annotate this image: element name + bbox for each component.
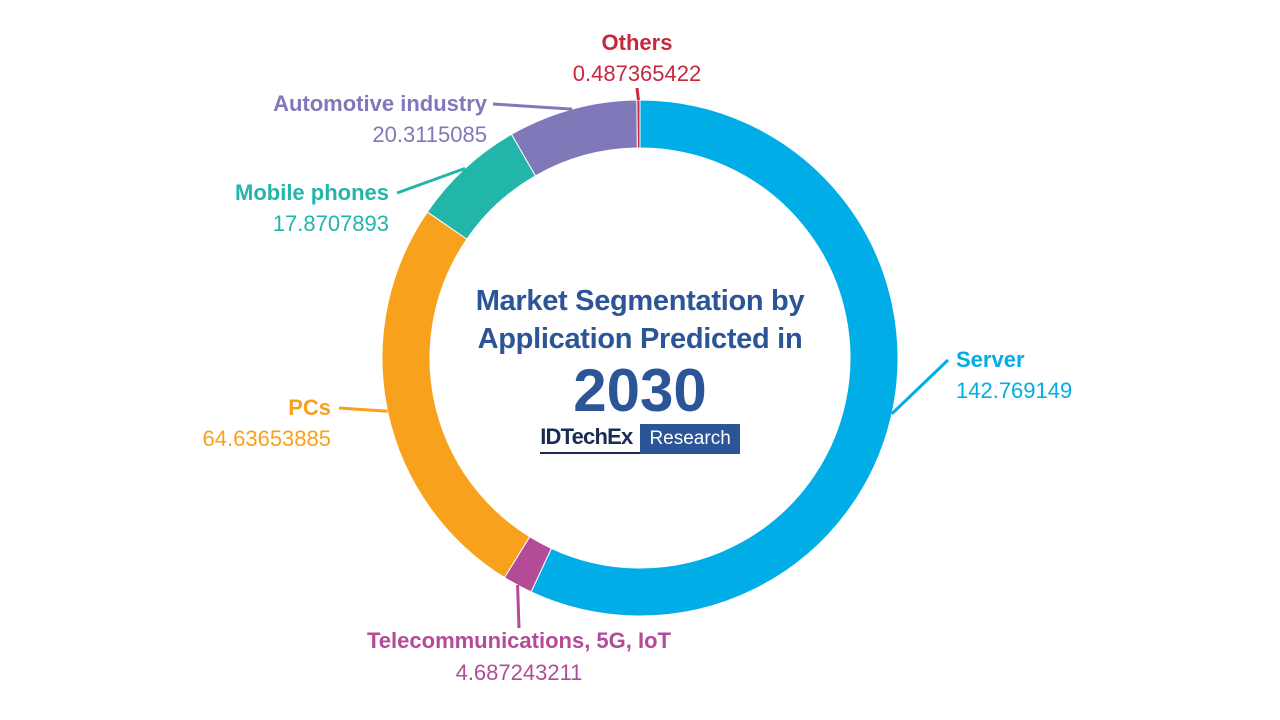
chart-title-year: 2030 bbox=[573, 357, 707, 424]
leader-line-pcs bbox=[338, 406, 388, 413]
slice-server bbox=[530, 99, 899, 617]
leader-line-automotive-industry bbox=[492, 102, 573, 111]
logo-research-text: Research bbox=[640, 424, 740, 454]
slice-automotive-industry bbox=[510, 99, 638, 177]
slice-label-automotive-industry: Automotive industry bbox=[273, 91, 487, 116]
chart-title-line-2: Application Predicted in bbox=[477, 323, 803, 355]
slice-label-others: Others bbox=[601, 30, 673, 55]
slice-value-telecommunications-5g-iot: 4.687243211 bbox=[455, 660, 583, 685]
slice-value-automotive-industry: 20.3115085 bbox=[372, 122, 487, 147]
chart-center-title: Market Segmentation by Application Predi… bbox=[440, 282, 840, 454]
slice-label-pcs: PCs bbox=[288, 395, 331, 420]
idtechex-logo: IDTechEx Research bbox=[440, 424, 840, 454]
slice-others bbox=[636, 99, 641, 149]
slice-value-server: 142.769149 bbox=[956, 378, 1073, 403]
leader-line-mobile-phones bbox=[396, 166, 466, 195]
chart-title-line-1: Market Segmentation by bbox=[475, 285, 805, 317]
slice-label-server: Server bbox=[956, 347, 1025, 372]
leader-line-others bbox=[635, 87, 640, 101]
leader-line-server bbox=[890, 358, 950, 415]
slice-label-telecommunications-5g-iot: Telecommunications, 5G, IoT bbox=[367, 628, 671, 653]
slice-value-others: 0.487365422 bbox=[572, 61, 702, 86]
slice-label-mobile-phones: Mobile phones bbox=[235, 180, 389, 205]
slice-value-pcs: 64.63653885 bbox=[202, 426, 331, 451]
leader-line-telecommunications-5g-iot bbox=[516, 585, 521, 629]
logo-idtechex-text: IDTechEx bbox=[540, 424, 641, 454]
slice-mobile-phones bbox=[426, 133, 537, 240]
slice-value-mobile-phones: 17.8707893 bbox=[272, 211, 389, 236]
